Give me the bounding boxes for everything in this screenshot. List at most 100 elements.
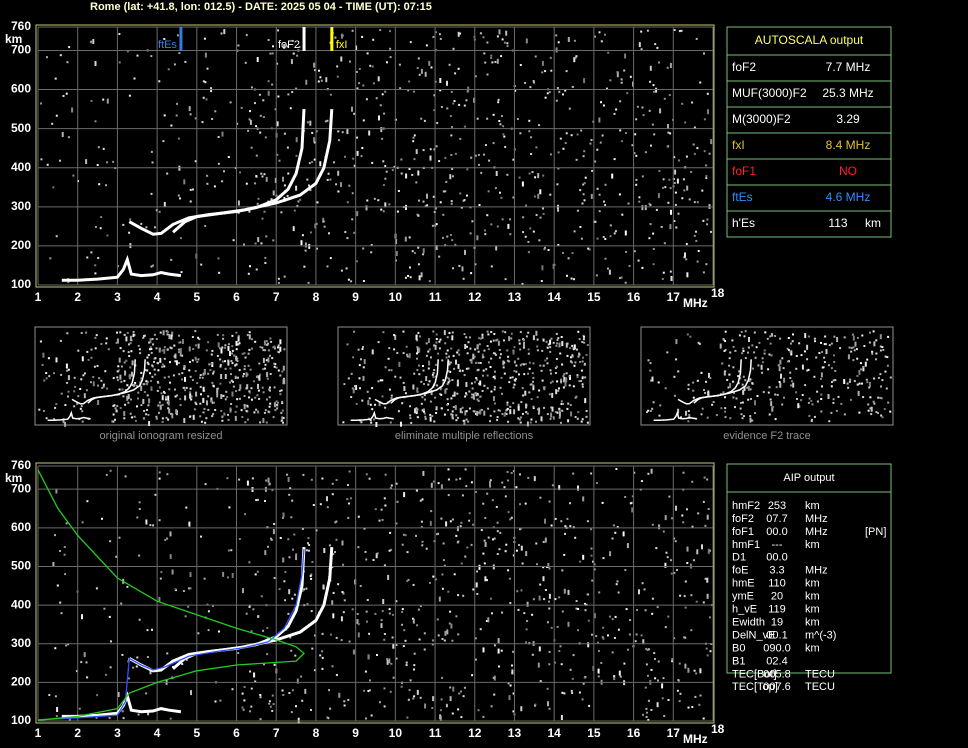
- noise-pixel: [467, 341, 470, 344]
- noise-pixel: [528, 119, 531, 122]
- noise-pixel: [297, 200, 300, 203]
- noise-pixel: [707, 548, 710, 554]
- noise-pixel: [184, 395, 187, 401]
- noise-pixel: [486, 41, 489, 44]
- noise-pixel: [254, 573, 257, 576]
- noise-pixel: [241, 692, 244, 695]
- noise-pixel: [879, 396, 882, 399]
- noise-pixel: [532, 335, 535, 341]
- noise-pixel: [472, 393, 475, 399]
- noise-pixel: [825, 349, 828, 355]
- aip-cell: TECU: [805, 681, 835, 693]
- noise-pixel: [271, 357, 274, 360]
- noise-pixel: [671, 517, 673, 520]
- noise-pixel: [607, 634, 609, 637]
- noise-pixel: [360, 155, 363, 158]
- noise-pixel: [508, 695, 511, 701]
- noise-pixel: [305, 79, 308, 85]
- noise-pixel: [540, 416, 543, 422]
- noise-pixel: [128, 374, 131, 380]
- noise-pixel: [216, 387, 219, 390]
- noise-pixel: [456, 351, 459, 354]
- noise-pixel: [148, 421, 151, 426]
- noise-pixel: [507, 511, 510, 514]
- noise-pixel: [476, 570, 478, 573]
- noise-pixel: [200, 535, 202, 538]
- noise-pixel: [883, 408, 886, 411]
- noise-pixel: [241, 416, 244, 418]
- noise-pixel: [499, 356, 501, 359]
- noise-pixel: [645, 647, 648, 650]
- noise-pixel: [635, 183, 638, 186]
- noise-pixel: [264, 363, 267, 366]
- noise-pixel: [259, 131, 262, 134]
- noise-pixel: [613, 637, 616, 639]
- noise-pixel: [441, 236, 444, 239]
- x-tick-label: 7: [273, 726, 280, 740]
- noise-pixel: [452, 175, 454, 178]
- noise-pixel: [146, 656, 149, 658]
- noise-pixel: [415, 412, 418, 415]
- noise-pixel: [655, 547, 658, 550]
- noise-pixel: [362, 280, 365, 282]
- noise-pixel: [697, 512, 700, 515]
- noise-pixel: [763, 352, 766, 355]
- noise-pixel: [693, 126, 696, 129]
- noise-pixel: [672, 178, 675, 180]
- noise-pixel: [581, 202, 584, 205]
- noise-pixel: [563, 376, 566, 382]
- noise-pixel: [386, 658, 389, 661]
- noise-pixel: [503, 414, 506, 417]
- noise-pixel: [264, 262, 267, 264]
- noise-pixel: [478, 163, 480, 166]
- noise-pixel: [563, 380, 565, 383]
- noise-pixel: [498, 665, 500, 668]
- noise-pixel: [261, 217, 264, 220]
- noise-pixel: [690, 629, 693, 632]
- noise-pixel: [251, 477, 254, 480]
- noise-pixel: [689, 335, 692, 338]
- noise-pixel: [511, 671, 514, 674]
- noise-pixel: [592, 120, 595, 123]
- noise-pixel: [348, 184, 351, 187]
- noise-pixel: [447, 478, 450, 481]
- noise-pixel: [246, 404, 249, 407]
- noise-pixel: [397, 410, 400, 413]
- noise-pixel: [377, 380, 380, 383]
- noise-pixel: [556, 342, 558, 345]
- noise-pixel: [159, 404, 162, 410]
- noise-pixel: [56, 584, 59, 587]
- noise-pixel: [559, 352, 562, 355]
- noise-pixel: [249, 710, 251, 713]
- noise-pixel: [390, 548, 393, 551]
- noise-pixel: [669, 132, 672, 135]
- noise-pixel: [533, 195, 536, 198]
- noise-pixel: [400, 158, 403, 161]
- noise-pixel: [586, 421, 589, 424]
- noise-pixel: [376, 552, 379, 555]
- noise-pixel: [122, 223, 125, 226]
- noise-pixel: [134, 419, 137, 422]
- noise-pixel: [391, 613, 394, 616]
- noise-pixel: [65, 644, 68, 647]
- noise-pixel: [556, 411, 559, 414]
- noise-pixel: [266, 343, 269, 346]
- noise-pixel: [482, 369, 485, 372]
- noise-pixel: [624, 569, 627, 571]
- noise-pixel: [685, 155, 688, 158]
- noise-pixel: [121, 710, 124, 713]
- noise-pixel: [708, 152, 711, 155]
- noise-pixel: [512, 349, 515, 355]
- x-tick-label: 10: [389, 290, 403, 304]
- noise-pixel: [129, 218, 132, 221]
- noise-pixel: [847, 354, 850, 360]
- noise-pixel: [304, 688, 307, 694]
- noise-pixel: [416, 67, 419, 69]
- noise-pixel: [779, 359, 782, 365]
- noise-pixel: [590, 528, 593, 531]
- noise-pixel: [451, 518, 454, 521]
- noise-pixel: [441, 676, 444, 679]
- noise-pixel: [328, 689, 330, 692]
- noise-pixel: [329, 257, 332, 260]
- noise-pixel: [626, 543, 629, 549]
